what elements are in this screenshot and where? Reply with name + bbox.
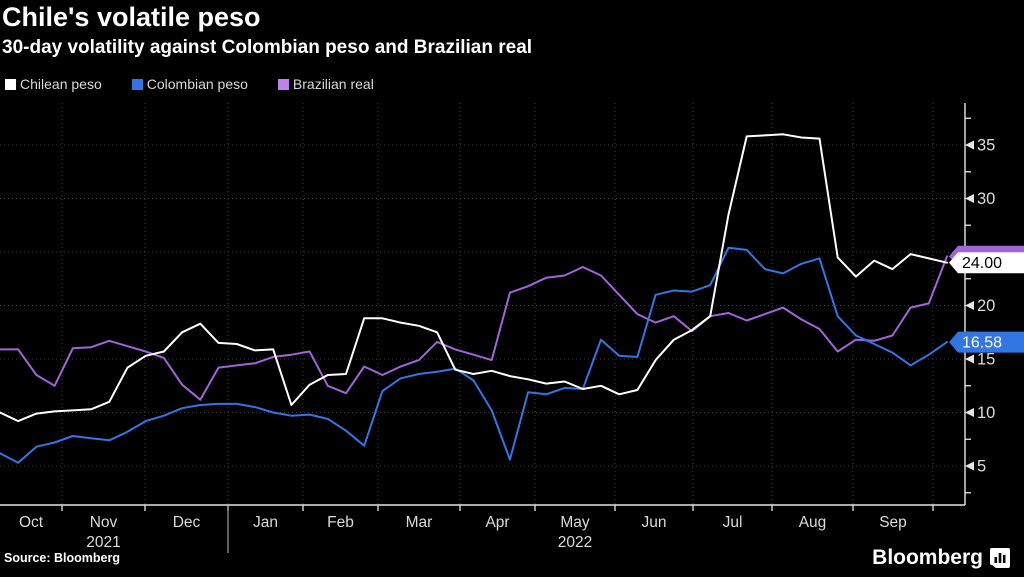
legend-item-brazilian-real: Brazilian real (277, 76, 374, 92)
source-caption: Source: Bloomberg (4, 551, 120, 565)
svg-text:Oct: Oct (19, 514, 44, 531)
svg-text:16.58: 16.58 (962, 335, 1002, 352)
svg-text:Jul: Jul (723, 514, 743, 531)
svg-text:Jan: Jan (253, 514, 278, 531)
svg-text:Mar: Mar (406, 514, 433, 531)
colombian-peso-swatch-icon (131, 78, 143, 90)
legend-label: Colombian peso (146, 76, 248, 92)
chilean-peso-swatch-icon (5, 78, 16, 90)
svg-text:Sep: Sep (879, 514, 907, 531)
page-title: Chile's volatile peso (2, 2, 261, 32)
svg-text:35: 35 (977, 137, 995, 155)
svg-text:2022: 2022 (558, 534, 592, 551)
svg-text:Feb: Feb (327, 514, 354, 531)
bloomberg-logo: Bloomberg (872, 546, 1010, 570)
brazilian-real-swatch-icon (277, 78, 289, 90)
svg-text:10: 10 (977, 404, 995, 422)
svg-text:May: May (560, 514, 590, 531)
svg-text:30: 30 (977, 190, 995, 208)
legend-label: Chilean peso (20, 76, 102, 92)
svg-text:2021: 2021 (86, 534, 120, 551)
legend-item-chilean-peso: Chilean peso (5, 76, 102, 92)
svg-text:20: 20 (977, 297, 995, 315)
svg-text:15: 15 (977, 351, 995, 369)
chart-subtitle: 30-day volatility against Colombian peso… (2, 37, 533, 58)
svg-text:Aug: Aug (799, 514, 827, 531)
svg-text:Nov: Nov (90, 514, 118, 531)
legend-item-colombian-peso: Colombian peso (131, 76, 248, 92)
svg-text:5: 5 (977, 458, 986, 476)
svg-text:Jun: Jun (642, 514, 667, 531)
bloomberg-chart-icon (990, 548, 1010, 568)
legend-label: Brazilian real (292, 76, 374, 92)
bloomberg-logo-text: Bloomberg (872, 546, 983, 569)
chart-legend: Chilean peso Colombian peso Brazilian re… (5, 76, 374, 92)
svg-text:Dec: Dec (173, 514, 201, 531)
svg-text:24.00: 24.00 (962, 255, 1002, 272)
svg-text:Apr: Apr (485, 514, 509, 531)
